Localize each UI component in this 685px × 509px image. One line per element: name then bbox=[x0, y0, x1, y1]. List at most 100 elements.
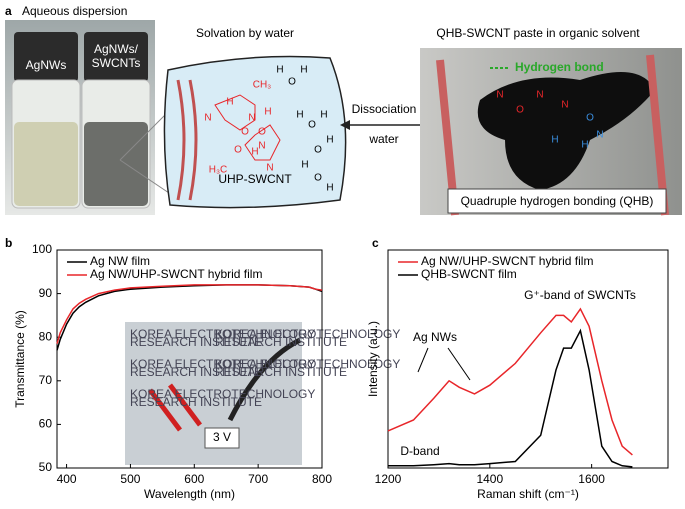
panel-label: c bbox=[372, 236, 379, 250]
series-line bbox=[387, 307, 633, 456]
x-tick-label: 500 bbox=[120, 472, 140, 486]
voltage-box bbox=[204, 427, 240, 449]
watermark: RESEARCH INSTITUTE bbox=[130, 395, 262, 409]
legend-label: Ag NW film bbox=[90, 254, 150, 268]
series-line bbox=[56, 284, 323, 344]
atom: N bbox=[266, 163, 273, 174]
probe bbox=[227, 337, 302, 422]
atom: H bbox=[296, 110, 303, 121]
y-tick-label: 70 bbox=[39, 373, 53, 387]
atom: O bbox=[314, 145, 322, 156]
atom: O bbox=[241, 127, 249, 138]
y-tick-label: 50 bbox=[39, 460, 53, 474]
watermark: KOREA ELECTROTECHNOLOGY bbox=[130, 327, 315, 341]
liquid bbox=[14, 122, 78, 206]
caption-box bbox=[447, 188, 667, 214]
legend-label: QHB-SWCNT film bbox=[421, 267, 517, 281]
paste bbox=[477, 72, 655, 190]
legend-label: Ag NW/UHP-SWCNT hybrid film bbox=[90, 267, 262, 281]
series-line bbox=[388, 328, 633, 468]
clip bbox=[148, 383, 202, 432]
atom: O bbox=[288, 77, 296, 88]
y-tick-label: 100 bbox=[32, 242, 52, 256]
solvation-title: Solvation by water bbox=[196, 26, 294, 40]
arrow-text: Dissociation bbox=[352, 102, 417, 116]
atom: H bbox=[251, 147, 258, 158]
watermark: RESEARCH INSTITUTE bbox=[215, 365, 347, 379]
nanotube bbox=[176, 79, 198, 201]
photo-title: Aqueous dispersion bbox=[22, 4, 127, 18]
atom: O bbox=[586, 113, 594, 124]
vial-cap bbox=[84, 32, 148, 82]
zoom-line bbox=[119, 159, 173, 196]
liquid bbox=[84, 122, 148, 206]
arrowhead bbox=[340, 120, 350, 130]
atom: N bbox=[561, 100, 568, 111]
plot-frame bbox=[56, 249, 323, 469]
atom: H bbox=[326, 183, 333, 194]
zoom-line bbox=[119, 109, 171, 161]
x-tick-label: 1400 bbox=[476, 472, 503, 486]
atom: O bbox=[308, 120, 316, 131]
atom: O bbox=[258, 127, 266, 138]
vial-label: AgNWs/ bbox=[94, 42, 139, 56]
plot-frame bbox=[387, 249, 669, 469]
atom: H₃C bbox=[209, 165, 228, 176]
x-axis-label: Wavelength (nm) bbox=[144, 487, 235, 501]
atom: H bbox=[551, 135, 558, 146]
atom: N bbox=[258, 141, 265, 152]
caption: Quadruple hydrogen bonding (QHB) bbox=[461, 194, 654, 208]
watermark: RESEARCH INSTITUTE bbox=[215, 335, 347, 349]
solvation-region bbox=[163, 55, 347, 209]
molecule bbox=[214, 94, 281, 161]
annotation: Ag NWs bbox=[413, 330, 457, 344]
vial-cap bbox=[14, 32, 78, 82]
x-tick-label: 600 bbox=[184, 472, 204, 486]
voltage-label: 3 V bbox=[213, 430, 231, 444]
atom: H bbox=[300, 65, 307, 76]
watermark: KOREA ELECTROTECHNOLOGY bbox=[215, 357, 400, 371]
atom: H bbox=[326, 135, 333, 146]
atom: H bbox=[264, 107, 271, 118]
annotation: D-band bbox=[400, 444, 439, 458]
x-axis-label: Raman shift (cm⁻¹) bbox=[477, 487, 579, 501]
atom: O bbox=[516, 105, 524, 116]
y-axis-label: Intensity (a.u.) bbox=[366, 321, 380, 397]
annotation-arrow bbox=[447, 347, 471, 381]
atom: H bbox=[581, 140, 588, 151]
watermark: KOREA ELECTROTECHNOLOGY bbox=[130, 387, 315, 401]
panel-label: a bbox=[5, 4, 12, 18]
watermark: KOREA ELECTROTECHNOLOGY bbox=[130, 357, 315, 371]
annotation: G⁺-band of SWCNTs bbox=[524, 288, 636, 302]
arrow-text: water bbox=[368, 132, 398, 146]
molecule-name: UHP-SWCNT bbox=[218, 172, 292, 186]
watermark: RESEARCH INSTITUTE bbox=[130, 365, 262, 379]
atom: N bbox=[248, 113, 255, 124]
watermark: KOREA ELECTROTECHNOLOGY bbox=[215, 327, 400, 341]
watermark: RESEARCH INSTITUTE bbox=[130, 335, 262, 349]
atom: H bbox=[226, 97, 233, 108]
y-tick-label: 60 bbox=[39, 417, 53, 431]
x-tick-label: 400 bbox=[57, 472, 77, 486]
atom: N bbox=[596, 130, 603, 141]
legend-label: Ag NW/UHP-SWCNT hybrid film bbox=[421, 254, 593, 268]
y-tick-label: 90 bbox=[39, 286, 53, 300]
x-tick-label: 1200 bbox=[375, 472, 402, 486]
atom: N bbox=[204, 113, 211, 124]
x-tick-label: 1600 bbox=[578, 472, 605, 486]
y-axis-label: Transmittance (%) bbox=[13, 310, 27, 408]
y-tick-label: 80 bbox=[39, 329, 53, 343]
annotation-arrow bbox=[417, 347, 429, 373]
atom: N bbox=[496, 90, 503, 101]
vial-label: SWCNTs bbox=[92, 56, 141, 70]
atom: H bbox=[276, 65, 283, 76]
atom: H bbox=[320, 110, 327, 121]
atom: N bbox=[536, 90, 543, 101]
x-tick-label: 700 bbox=[248, 472, 268, 486]
legend-text: Hydrogen bond bbox=[515, 60, 604, 74]
atom: O bbox=[234, 145, 242, 156]
paste-title: QHB-SWCNT paste in organic solvent bbox=[436, 26, 640, 40]
atom: H bbox=[301, 160, 308, 171]
atom: CH₃ bbox=[253, 80, 272, 91]
